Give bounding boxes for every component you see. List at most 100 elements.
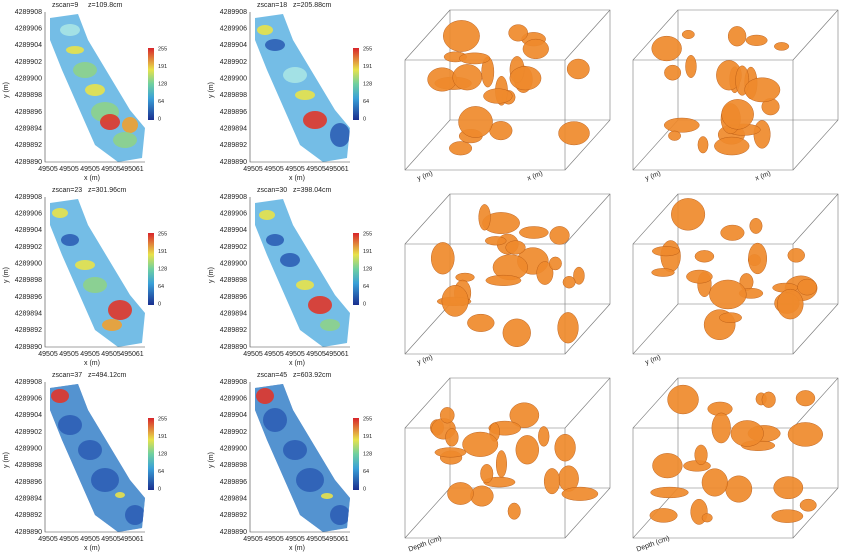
x-tick-label: 49505 [59,536,79,543]
colorbar-tick-label: 64 [158,469,164,475]
heatmap [255,384,350,532]
isosurface [562,276,576,289]
y-axis-label: y (m) [208,82,215,98]
isosurface [771,509,804,523]
box-edge [632,193,679,245]
y-tick-label: 4289904 [220,412,247,419]
x-axis-label: x (m) [84,545,100,552]
heatmap-blob [330,505,350,525]
render-panel: Depth (cm) [632,377,839,552]
isosurface [660,240,681,273]
box-edge [564,377,611,429]
y-tick-label: 4289898 [220,92,247,99]
y-axis [249,12,350,163]
isosurface [447,482,474,505]
isosurface [721,99,754,130]
y-tick-label: 4289896 [15,479,42,486]
heatmap-blob [61,234,79,246]
colorbar-tick-label: 64 [158,284,164,290]
heatmap-blob [66,46,84,54]
isosurface [749,218,763,234]
isosurface [667,384,699,415]
heatmap [50,199,145,347]
render-panel: y (m) [404,193,611,366]
isosurface [795,390,816,407]
isosurface [651,268,675,277]
y-tick-label: 4289890 [15,529,42,536]
slice-panel: zscan=9 z=109.8cm 4289908 4289906 4289904 428… [3,2,167,182]
slice-scan: zscan=37 [52,372,82,379]
isosurface [709,279,747,310]
x-tick-label: 495061 [325,166,348,173]
isosurface [664,64,682,81]
box-edge [564,9,611,61]
heatmap-blob [91,468,119,492]
render-panel: y (m) x (m) [404,9,611,182]
y-tick-label: 4289908 [15,194,42,201]
isosurface [566,58,590,80]
isosurface [495,450,507,478]
y-tick-label: 4289898 [220,462,247,469]
heatmap-blob [263,408,287,432]
isosurface [663,117,700,133]
isosurface [549,226,570,245]
render-axis-label: x (m) [754,170,771,182]
y-tick-label: 4289900 [15,446,42,453]
x-tick-label: 495061 [120,166,143,173]
colorbar-tick-label: 64 [363,469,369,475]
y-tick-label: 4289902 [15,244,42,251]
colorbar-tick-label: 255 [158,416,167,422]
heatmap-blob [257,25,273,35]
box-edge [564,119,611,171]
x-tick-label: 49505 [38,536,58,543]
slice-panel: zscan=45 z=603.92cm 4289908 4289906 4289904 4… [208,372,372,552]
x-tick-label: 49505 [101,166,121,173]
colorbar-tick-label: 191 [158,249,167,255]
isosurface [427,67,457,92]
colorbar-tick-label: 0 [158,486,161,492]
y-tick-label: 4289904 [15,412,42,419]
isosurface [480,464,494,484]
y-tick-label: 4289906 [15,396,42,403]
isosurface [522,38,549,60]
isosurface [509,66,542,91]
x-axis-label: x (m) [84,360,100,367]
heatmap [255,14,350,162]
slice-depth: z=398.04cm [293,187,331,194]
x-tick-label: 49505 [80,536,100,543]
y-tick-label: 4289898 [15,92,42,99]
y-tick-label: 4289890 [220,344,247,351]
y-tick-label: 4289902 [220,59,247,66]
x-tick-label: 49505 [80,166,100,173]
x-tick-label: 495061 [325,536,348,543]
isosurface [483,88,513,104]
x-axis-label: x (m) [289,175,305,182]
isosurface [787,248,805,263]
x-tick-label: 49505 [243,166,263,173]
isosurface [652,246,680,257]
y-tick-label: 4289906 [220,396,247,403]
box-edge [632,303,679,355]
y-tick-label: 4289894 [220,126,247,133]
y-axis [249,382,350,533]
slice-depth: z=494.12cm [88,372,126,379]
y-tick-label: 4289892 [220,327,247,334]
isosurface [434,447,467,458]
y-tick-label: 4289896 [220,479,247,486]
y-tick-label: 4289902 [15,59,42,66]
isosurface [467,313,495,332]
isosurface [557,312,579,344]
isosurface [668,130,681,141]
isosurface [701,468,728,497]
slice-depth: z=301.96cm [88,187,126,194]
heatmap-blob [52,208,68,218]
colorbar [353,418,359,490]
slice-scan: zscan=18 [257,2,287,9]
y-axis-label: y (m) [3,82,10,98]
y-tick-label: 4289902 [15,429,42,436]
colorbar-tick-label: 191 [363,249,372,255]
isosurface [797,278,818,296]
y-tick-label: 4289896 [220,294,247,301]
y-tick-label: 4289896 [15,109,42,116]
